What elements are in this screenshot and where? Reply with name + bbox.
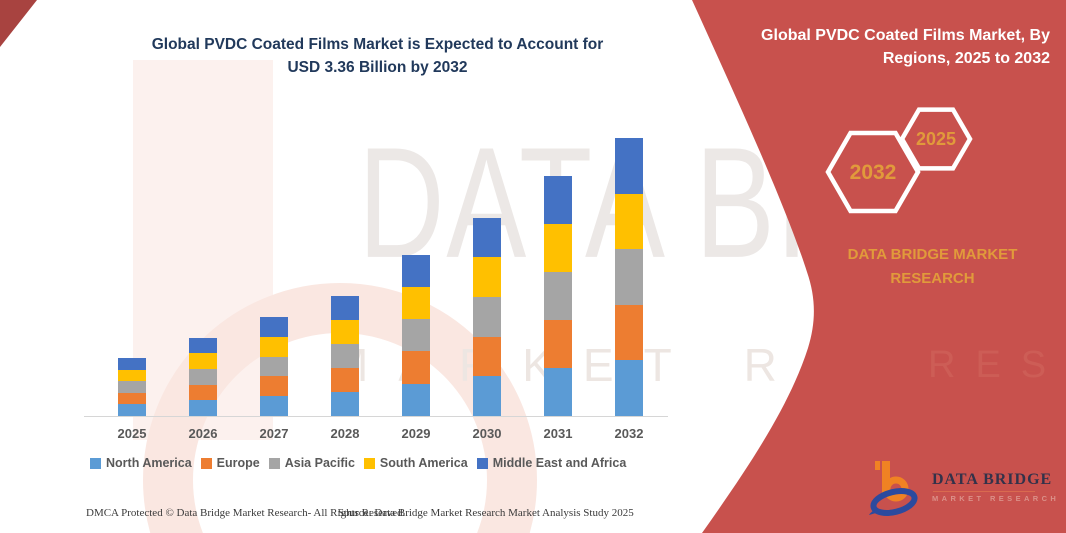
x-tick-label: 2032	[614, 426, 644, 441]
bar-segment-europe	[118, 392, 146, 405]
hexagon-2025-label: 2025	[916, 129, 956, 149]
hexagon-2032-label: 2032	[850, 161, 897, 184]
corner-triangle-shape	[0, 0, 37, 47]
bar-segment-south-america	[615, 193, 643, 250]
chart-title-line1: Global PVDC Coated Films Market is Expec…	[151, 36, 604, 53]
x-tick-label: 2031	[543, 426, 573, 441]
bar-segment-asia-pacific	[544, 272, 572, 320]
logo-subtitle-text: MARKET RESEARCH	[932, 494, 1060, 503]
bar-segment-north-america	[615, 360, 643, 416]
corner-triangle	[0, 0, 37, 47]
logo-title-text: DATA BRIDGE	[932, 471, 1053, 488]
bar-2032: 2032	[615, 138, 643, 441]
bar-segment-south-america	[118, 369, 146, 382]
red-side-panel-shape	[692, 0, 1066, 533]
chart-title-line2: USD 3.36 Billion by 2032	[287, 59, 468, 77]
hexagon-2025	[899, 107, 973, 171]
bar-segment-europe	[544, 320, 572, 368]
stacked-bar	[544, 176, 572, 416]
brand-name-text: DATA BRIDGE MARKET RESEARCH	[830, 243, 1035, 291]
bar-segment-middle-east-and-africa	[402, 254, 430, 287]
company-logo-icon	[869, 461, 918, 516]
bar-segment-south-america	[544, 224, 572, 272]
brand-name-line1: DATA BRIDGE MARKET	[847, 246, 1018, 263]
bar-segment-north-america	[118, 404, 146, 416]
bar-2031: 2031	[544, 176, 572, 441]
panel-title: Global PVDC Coated Films Market, By Regi…	[730, 24, 1050, 70]
stacked-bar	[615, 138, 643, 416]
company-logo: DATA BRIDGE MARKET RESEARCH	[868, 458, 1059, 516]
bar-segment-middle-east-and-africa	[615, 138, 643, 194]
bar-segment-middle-east-and-africa	[118, 358, 146, 370]
stacked-bar	[118, 358, 146, 416]
legend-marker	[90, 457, 101, 469]
hexagon-2032	[825, 130, 921, 214]
bar-segment-north-america	[544, 368, 572, 416]
bar-segment-asia-pacific	[615, 249, 643, 305]
panel-title-line1: Global PVDC Coated Films Market, By	[761, 27, 1050, 44]
bar-segment-middle-east-and-africa	[473, 217, 501, 258]
chart-title: Global PVDC Coated Films Market is Expec…	[90, 33, 665, 80]
logo-divider	[933, 491, 1035, 492]
year-hexagons: 2025 2032	[825, 107, 973, 214]
panel-title-line2: Regions, 2025 to 2032	[882, 50, 1050, 68]
bar-segment-middle-east-and-africa	[544, 176, 572, 224]
brand-name-line2: RESEARCH	[890, 270, 975, 287]
bar-segment-asia-pacific	[118, 381, 146, 393]
bar-segment-europe	[615, 304, 643, 361]
